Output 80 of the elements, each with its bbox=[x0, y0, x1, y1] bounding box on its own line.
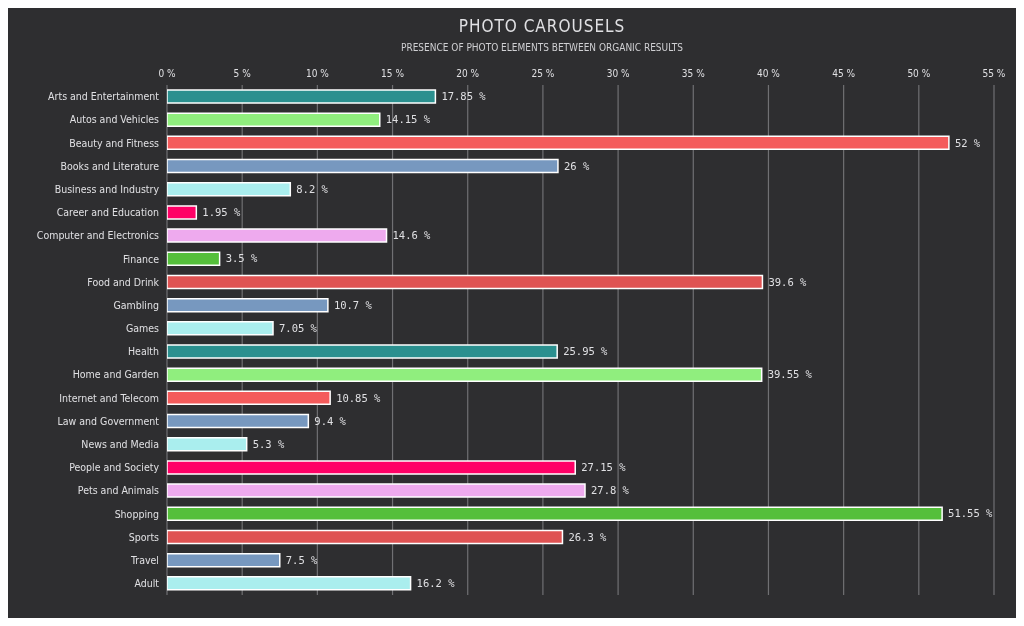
data-label: 10.85 % bbox=[336, 391, 382, 404]
y-tick-label: Computer and Electronics bbox=[36, 229, 160, 242]
bar bbox=[167, 251, 221, 267]
x-tick-label: 15 % bbox=[381, 68, 405, 79]
y-tick-label: Pets and Animals bbox=[77, 484, 160, 497]
y-tick-label: Games bbox=[125, 322, 160, 335]
data-label: 14.6 % bbox=[392, 229, 432, 242]
bar bbox=[167, 436, 248, 452]
y-tick-label: Finance bbox=[122, 252, 160, 265]
data-label: 39.6 % bbox=[768, 275, 808, 288]
data-label: 27.8 % bbox=[591, 484, 630, 497]
bar bbox=[167, 181, 292, 197]
x-tick-label: 20 % bbox=[456, 68, 480, 79]
chart-subtitle: PRESENCE OF PHOTO ELEMENTS BETWEEN ORGANIC RESULTS bbox=[400, 41, 684, 53]
data-label: 5.3 % bbox=[252, 437, 285, 450]
bar bbox=[167, 228, 388, 243]
y-tick-label: Travel bbox=[130, 553, 159, 566]
bar bbox=[167, 367, 763, 382]
y-tick-label: Food and Drink bbox=[87, 275, 160, 288]
y-tick-label: Career and Education bbox=[56, 206, 159, 219]
y-tick-label: Business and Industry bbox=[54, 182, 160, 195]
data-label: 14.15 % bbox=[385, 113, 431, 126]
data-label: 7.5 % bbox=[285, 553, 319, 566]
y-tick-label: Beauty and Fitness bbox=[69, 136, 160, 149]
data-label: 52 % bbox=[954, 136, 981, 149]
x-tick-label: 55 % bbox=[982, 68, 1006, 79]
data-label: 10.7 % bbox=[333, 298, 373, 311]
y-tick-label: Shopping bbox=[114, 507, 159, 520]
x-tick-label: 35 % bbox=[681, 68, 706, 79]
bar bbox=[167, 529, 564, 545]
data-label: 9.4 % bbox=[314, 414, 347, 427]
bar bbox=[167, 112, 381, 127]
data-label: 16.2 % bbox=[416, 576, 456, 589]
chart-title: PHOTO CAROUSELS bbox=[457, 15, 627, 36]
data-label: 26.3 % bbox=[568, 530, 608, 543]
data-label: 26 % bbox=[563, 159, 590, 172]
x-tick-label: 0 % bbox=[158, 68, 177, 79]
y-tick-label: Books and Literature bbox=[60, 159, 160, 172]
bar bbox=[167, 344, 558, 359]
data-label: 7.05 % bbox=[279, 321, 318, 334]
y-tick-label: Law and Government bbox=[57, 414, 160, 427]
y-tick-label: Sports bbox=[128, 530, 160, 543]
y-tick-label: Health bbox=[127, 345, 159, 358]
y-tick-label: Arts and Entertainment bbox=[48, 90, 160, 103]
data-label: 8.2 % bbox=[296, 182, 329, 195]
bar bbox=[167, 506, 943, 522]
bar bbox=[167, 274, 764, 290]
y-tick-label: Home and Garden bbox=[72, 368, 159, 381]
data-label: 1.95 % bbox=[202, 206, 241, 219]
bar bbox=[167, 413, 310, 429]
x-tick-label: 45 % bbox=[832, 68, 856, 79]
y-tick-label: Adult bbox=[134, 577, 160, 590]
y-tick-label: Gambling bbox=[113, 298, 159, 311]
bar bbox=[167, 205, 198, 220]
bar bbox=[167, 135, 950, 151]
bar bbox=[167, 297, 329, 313]
bar bbox=[167, 321, 274, 336]
y-tick-label: News and Media bbox=[81, 437, 159, 450]
data-label: 51.55 % bbox=[948, 507, 994, 520]
bar bbox=[167, 576, 412, 591]
bar bbox=[167, 460, 576, 475]
x-tick-label: 30 % bbox=[606, 68, 630, 79]
y-tick-label: People and Society bbox=[69, 461, 160, 474]
data-label: 25.95 % bbox=[563, 345, 609, 358]
x-tick-label: 40 % bbox=[757, 68, 781, 79]
data-label: 3.5 % bbox=[225, 252, 258, 265]
y-tick-label: Internet and Telecom bbox=[59, 391, 159, 404]
bar bbox=[167, 89, 437, 104]
data-label: 27.15 % bbox=[581, 461, 627, 474]
bar bbox=[167, 158, 559, 174]
bar bbox=[167, 483, 586, 498]
x-tick-label: 50 % bbox=[907, 68, 931, 79]
x-tick-label: 10 % bbox=[305, 68, 330, 79]
data-label: 17.85 % bbox=[441, 90, 487, 103]
y-tick-label: Autos and Vehicles bbox=[69, 113, 160, 126]
bar bbox=[167, 552, 281, 568]
x-tick-label: 5 % bbox=[233, 68, 252, 79]
x-tick-label: 25 % bbox=[531, 68, 555, 79]
bar bbox=[167, 390, 331, 406]
data-label: 39.55 % bbox=[767, 368, 813, 381]
